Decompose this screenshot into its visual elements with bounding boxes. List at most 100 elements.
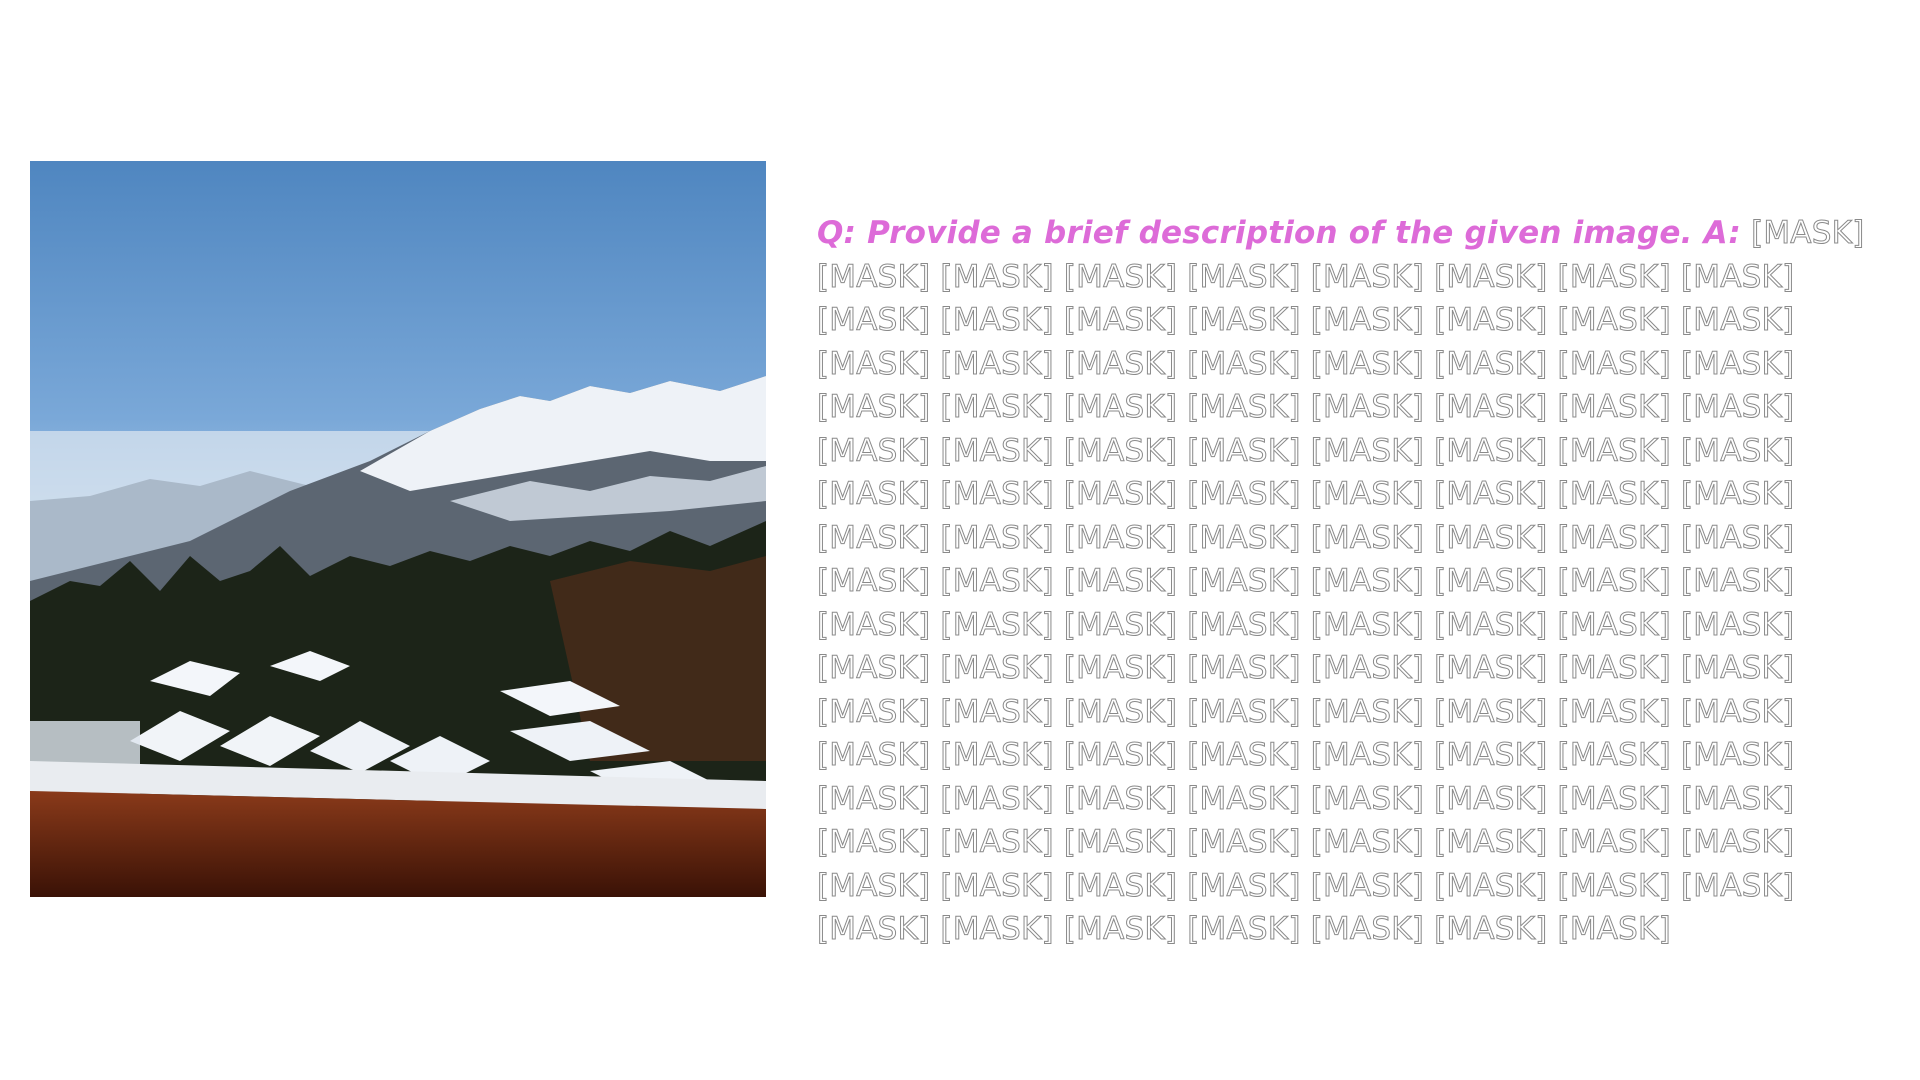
mask-token: [MASK] [940, 911, 1054, 948]
mask-token: [MASK] [1557, 389, 1671, 426]
mask-token: [MASK] [816, 345, 931, 382]
mask-token: [MASK] [1434, 693, 1548, 730]
mask-token: [MASK] [1680, 780, 1795, 817]
mask-token: [MASK] [940, 302, 1054, 339]
mask-token: [MASK] [1557, 302, 1671, 339]
mask-token: [MASK] [1187, 432, 1301, 469]
mask-token: [MASK] [940, 563, 1054, 600]
mask-token: [MASK] [1310, 693, 1425, 730]
question-text: Q: Provide a brief description of the gi… [817, 215, 1741, 251]
mask-token: [MASK] [1680, 258, 1795, 295]
mask-token: [MASK] [1310, 476, 1425, 513]
mask-token: [MASK] [1310, 867, 1425, 904]
masked-answer: [MASK] [MASK] [MASK] [MASK] [MASK] [MASK… [816, 215, 1865, 948]
mask-token: [MASK] [1434, 606, 1548, 643]
mask-token: [MASK] [1187, 737, 1301, 774]
mask-token: [MASK] [1680, 824, 1795, 861]
mask-token: [MASK] [1187, 911, 1301, 948]
mask-token: [MASK] [1434, 650, 1548, 687]
mask-token: [MASK] [1063, 258, 1178, 295]
mask-token: [MASK] [816, 606, 931, 643]
mask-token: [MASK] [940, 737, 1054, 774]
mask-token: [MASK] [816, 519, 931, 556]
mask-token: [MASK] [1310, 780, 1425, 817]
qa-text-block: Q: Provide a brief description of the gi… [816, 212, 1899, 952]
mountain-village-photo [30, 161, 766, 897]
mask-token: [MASK] [1310, 345, 1425, 382]
mask-token: [MASK] [1434, 824, 1548, 861]
mask-token: [MASK] [816, 432, 931, 469]
mask-token: [MASK] [1187, 780, 1301, 817]
mask-token: [MASK] [1434, 389, 1548, 426]
mask-token: [MASK] [1680, 519, 1795, 556]
mask-token: [MASK] [940, 824, 1054, 861]
mask-token: [MASK] [1557, 867, 1671, 904]
mask-token: [MASK] [1187, 345, 1301, 382]
mask-token: [MASK] [1310, 911, 1425, 948]
mask-token: [MASK] [1310, 650, 1425, 687]
mask-token: [MASK] [940, 432, 1054, 469]
mask-token: [MASK] [1557, 824, 1671, 861]
mask-token: [MASK] [1680, 432, 1795, 469]
mask-token: [MASK] [1187, 650, 1301, 687]
mask-token: [MASK] [1187, 867, 1301, 904]
mask-token: [MASK] [1557, 563, 1671, 600]
mask-token: [MASK] [940, 606, 1054, 643]
mask-token: [MASK] [1063, 737, 1178, 774]
mask-token: [MASK] [1434, 258, 1548, 295]
mask-token: [MASK] [1434, 911, 1548, 948]
mask-token: [MASK] [940, 345, 1054, 382]
mask-token: [MASK] [1063, 693, 1178, 730]
mask-token: [MASK] [1557, 737, 1671, 774]
mask-token: [MASK] [1187, 519, 1301, 556]
mask-token: [MASK] [1434, 476, 1548, 513]
mask-token: [MASK] [1751, 215, 1865, 252]
mask-token: [MASK] [1434, 519, 1548, 556]
mask-token: [MASK] [1063, 824, 1178, 861]
mask-token: [MASK] [940, 519, 1054, 556]
mask-token: [MASK] [1434, 563, 1548, 600]
mask-token: [MASK] [1310, 606, 1425, 643]
mask-token: [MASK] [816, 911, 931, 948]
mask-token: [MASK] [940, 693, 1054, 730]
mask-token: [MASK] [1557, 345, 1671, 382]
mask-token: [MASK] [1680, 302, 1795, 339]
mask-token: [MASK] [816, 258, 931, 295]
mask-token: [MASK] [1434, 302, 1548, 339]
mask-token: [MASK] [1310, 737, 1425, 774]
mask-token: [MASK] [816, 650, 931, 687]
mask-token: [MASK] [1557, 606, 1671, 643]
mask-token: [MASK] [1187, 606, 1301, 643]
mask-token: [MASK] [1063, 606, 1178, 643]
mask-token: [MASK] [1310, 302, 1425, 339]
mask-token: [MASK] [1063, 650, 1178, 687]
mask-token: [MASK] [1063, 476, 1178, 513]
mask-token: [MASK] [940, 476, 1054, 513]
mask-token: [MASK] [1680, 476, 1795, 513]
mask-token: [MASK] [1557, 780, 1671, 817]
mask-token: [MASK] [1187, 302, 1301, 339]
mask-token: [MASK] [940, 780, 1054, 817]
mask-token: [MASK] [1557, 693, 1671, 730]
mask-token: [MASK] [1434, 867, 1548, 904]
mask-token: [MASK] [1557, 258, 1671, 295]
mask-token: [MASK] [1557, 911, 1671, 948]
mask-token: [MASK] [1063, 563, 1178, 600]
mask-token: [MASK] [816, 693, 931, 730]
mask-token: [MASK] [1310, 432, 1425, 469]
mask-token: [MASK] [1680, 650, 1795, 687]
mask-token: [MASK] [816, 302, 931, 339]
mask-token: [MASK] [1680, 737, 1795, 774]
mask-token: [MASK] [816, 780, 931, 817]
mask-token: [MASK] [1310, 389, 1425, 426]
mask-token: [MASK] [1557, 432, 1671, 469]
mask-token: [MASK] [1310, 824, 1425, 861]
mask-token: [MASK] [1063, 911, 1178, 948]
mask-token: [MASK] [1434, 737, 1548, 774]
mask-token: [MASK] [1187, 476, 1301, 513]
mask-token: [MASK] [940, 650, 1054, 687]
mask-token: [MASK] [1063, 519, 1178, 556]
mask-token: [MASK] [1680, 563, 1795, 600]
mask-token: [MASK] [1557, 476, 1671, 513]
mask-token: [MASK] [1680, 389, 1795, 426]
